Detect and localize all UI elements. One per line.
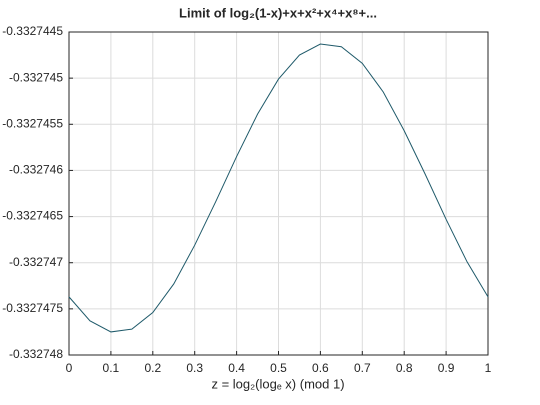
x-tick-label: 0.7 — [354, 361, 371, 375]
x-tick-label: 0.9 — [438, 361, 455, 375]
x-tick-label: 0.3 — [186, 361, 203, 375]
chart-title: Limit of log₂(1-x)+x+x²+x⁴+x⁸+... — [179, 5, 377, 20]
x-tick-label: 0.2 — [144, 361, 161, 375]
y-tick-label: -0.3327475 — [2, 301, 63, 315]
y-tick-label: -0.332748 — [9, 347, 63, 361]
line-series — [68, 43, 489, 333]
x-tick-label: 0.5 — [270, 361, 287, 375]
x-tick-label: 0.8 — [396, 361, 413, 375]
x-axis-label: z = log₂(logₑ x) (mod 1) — [211, 376, 344, 391]
axes-box — [68, 31, 489, 356]
x-tick-label: 0 — [66, 361, 73, 375]
x-tick-label: 0.6 — [312, 361, 329, 375]
y-tick-label: -0.3327465 — [2, 209, 63, 223]
x-tick-label: 0.4 — [228, 361, 245, 375]
y-tick-label: -0.3327445 — [2, 24, 63, 38]
y-tick-label: -0.3327455 — [2, 116, 63, 130]
x-tick-label: 0.1 — [103, 361, 120, 375]
y-tick-label: -0.332745 — [9, 70, 63, 84]
y-tick-label: -0.332746 — [9, 163, 63, 177]
y-tick-label: -0.332747 — [9, 255, 63, 269]
x-tick-label: 1 — [485, 361, 492, 375]
